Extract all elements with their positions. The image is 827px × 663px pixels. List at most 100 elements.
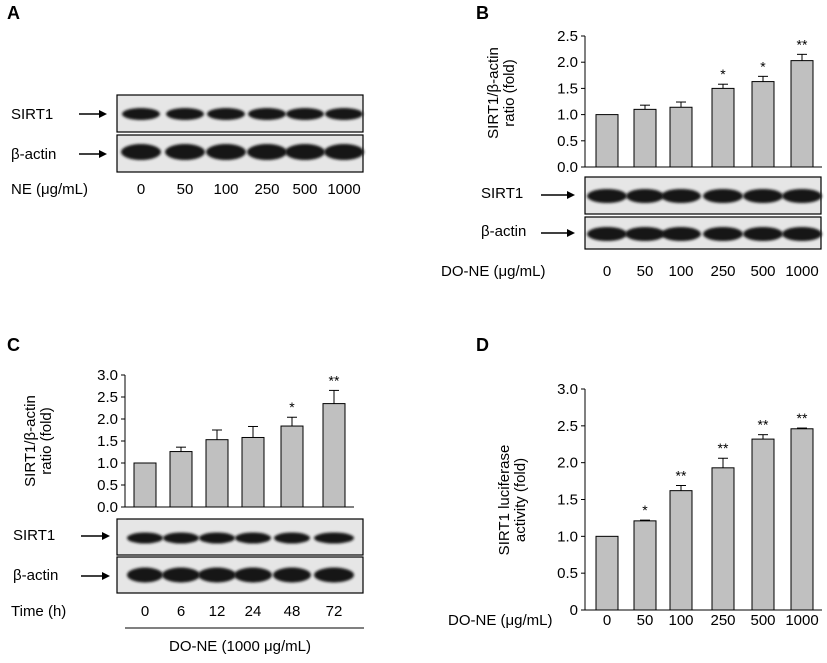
panel-c-y-tick-label: 1.5 xyxy=(97,433,118,450)
panel-a-actin-blot-band xyxy=(285,144,325,160)
panel-d-bar xyxy=(669,490,693,611)
panel-d-y-axis-label: SIRT1 luciferase xyxy=(496,445,513,556)
panel-b-actin-blot-band xyxy=(661,227,701,241)
panel-b-row-label: DO-NE (μg/mL) xyxy=(441,263,545,280)
panel-c-y-tick-label: 0.5 xyxy=(97,477,118,494)
panel-a-actin-blot-band xyxy=(247,144,287,160)
panel-d-significance-mark: ** xyxy=(797,410,808,426)
panel-c-actin-blot-band xyxy=(314,567,354,583)
panel-c-actin-blot-band xyxy=(234,567,272,583)
panel-b-actin-blot-band xyxy=(703,227,743,241)
panel-b-significance-mark: ** xyxy=(797,36,808,52)
panel-c-sirt1-blot-band xyxy=(314,532,354,544)
panel-c-sirt1-blot-band xyxy=(235,532,271,544)
panel-a-sirt1-blot-band xyxy=(286,108,324,120)
panel-letter-c: C xyxy=(7,335,20,355)
panel-b-bar xyxy=(711,87,735,168)
panel-c-lane-label: 72 xyxy=(326,603,343,620)
panel-c-group-label: DO-NE (1000 μg/mL) xyxy=(169,638,311,655)
panel-a-lane-label: 500 xyxy=(292,181,317,198)
panel-b-lane-label: 100 xyxy=(668,263,693,280)
panel-b-y-tick-label: 1.0 xyxy=(557,107,578,124)
panel-b-bar xyxy=(790,60,814,168)
panel-d-y-tick-label: 0.5 xyxy=(557,565,578,582)
panel-d-significance-mark: ** xyxy=(758,417,769,433)
panel-a-actin-arrow-head xyxy=(99,150,107,158)
panel-letter-d: D xyxy=(476,335,489,355)
panel-d-bar xyxy=(633,520,657,611)
panel-c-bar xyxy=(205,439,229,508)
panel-b-y-tick-label: 0.5 xyxy=(557,133,578,150)
panel-b-significance-mark: * xyxy=(720,66,726,82)
panel-b-actin-blot-band xyxy=(625,227,665,241)
panel-a-lane-label: 100 xyxy=(213,181,238,198)
panel-a-actin-blot-band xyxy=(165,144,205,160)
panel-c-significance-mark: * xyxy=(289,399,295,415)
panel-d-y-tick-label: 2.5 xyxy=(557,418,578,435)
panel-a-lane-label: 1000 xyxy=(327,181,360,198)
panel-d-y-tick-label: 1.0 xyxy=(557,528,578,545)
panel-a-sirt1-blot-band xyxy=(207,108,245,120)
panel-b-sirt1-label: SIRT1 xyxy=(481,185,523,202)
panel-b-sirt1-blot-band xyxy=(626,189,664,203)
panel-d-lane-label: 0 xyxy=(603,612,611,629)
panel-a-sirt1-blot-band xyxy=(122,108,160,120)
panel-c-y-axis-label: ratio (fold) xyxy=(38,407,55,475)
panel-c-actin-blot-band xyxy=(273,567,311,583)
panel-b-bar xyxy=(669,106,693,168)
panel-b-sirt1-blot-band xyxy=(661,189,701,203)
panel-c-lane-label: 24 xyxy=(245,603,262,620)
panel-d-bar xyxy=(751,438,775,611)
panel-c-bar xyxy=(169,451,193,508)
panel-c-sirt1-blot-band xyxy=(127,532,163,544)
panel-d-bar xyxy=(790,428,814,611)
panel-c-sirt1-blot-band xyxy=(199,532,235,544)
panel-d-lane-label: 500 xyxy=(750,612,775,629)
panel-c-actin-blot-band xyxy=(162,567,200,583)
panel-b-y-tick-label: 1.5 xyxy=(557,80,578,97)
panel-b-sirt1-arrow-head xyxy=(567,191,575,199)
panel-d-significance-mark: * xyxy=(642,502,648,518)
panel-c-lane-label: 6 xyxy=(177,603,185,620)
panel-c-bar xyxy=(280,425,304,508)
panel-a-sirt1-blot-band xyxy=(248,108,286,120)
panel-c-y-tick-label: 1.0 xyxy=(97,455,118,472)
panel-c-y-tick-label: 2.5 xyxy=(97,389,118,406)
panel-c-bar xyxy=(241,436,265,508)
panel-d-significance-mark: ** xyxy=(718,440,729,456)
panel-c-lane-label: 12 xyxy=(209,603,226,620)
panel-a-actin-blot-band xyxy=(121,144,161,160)
panel-d-lane-label: 50 xyxy=(637,612,654,629)
panel-b-actin-blot-band xyxy=(743,227,783,241)
panel-c-actin-blot-band xyxy=(198,567,236,583)
panel-a-sirt1-blot-band xyxy=(166,108,204,120)
panel-c-lane-label: 0 xyxy=(141,603,149,620)
panel-c-significance-mark: ** xyxy=(329,372,340,388)
panel-d-y-tick-label: 0 xyxy=(570,602,578,619)
panel-b-actin-blot-band xyxy=(782,227,822,241)
panel-c-bar xyxy=(322,403,346,508)
panel-c-bar xyxy=(133,462,157,508)
panel-d-y-tick-label: 2.0 xyxy=(557,455,578,472)
panel-a-actin-blot-band xyxy=(324,144,364,160)
panel-c-y-tick-label: 0.0 xyxy=(97,499,118,516)
panel-d-lane-label: 1000 xyxy=(785,612,818,629)
panel-b-bar xyxy=(751,81,775,168)
panel-b-significance-mark: * xyxy=(760,58,766,74)
panel-a-actin-blot-band xyxy=(206,144,246,160)
panel-c-y-axis-label: SIRT1/β-actin xyxy=(22,395,39,487)
panel-c-sirt1-blot-band xyxy=(274,532,310,544)
panel-a-actin-label: β-actin xyxy=(11,146,56,163)
panel-a-sirt1-arrow-head xyxy=(99,110,107,118)
panel-d-y-tick-label: 1.5 xyxy=(557,492,578,509)
panel-b-y-tick-label: 0.0 xyxy=(557,159,578,176)
panel-b-lane-label: 500 xyxy=(750,263,775,280)
panel-b-y-axis-label: SIRT1/β-actin xyxy=(485,47,502,139)
panel-d-bar xyxy=(595,535,619,611)
panel-b-sirt1-blot-band xyxy=(782,189,822,203)
panel-b-lane-label: 0 xyxy=(603,263,611,280)
panel-b-sirt1-blot-band xyxy=(743,189,783,203)
panel-c-sirt1-label: SIRT1 xyxy=(13,527,55,544)
panel-a-sirt1-blot-band xyxy=(325,108,363,120)
